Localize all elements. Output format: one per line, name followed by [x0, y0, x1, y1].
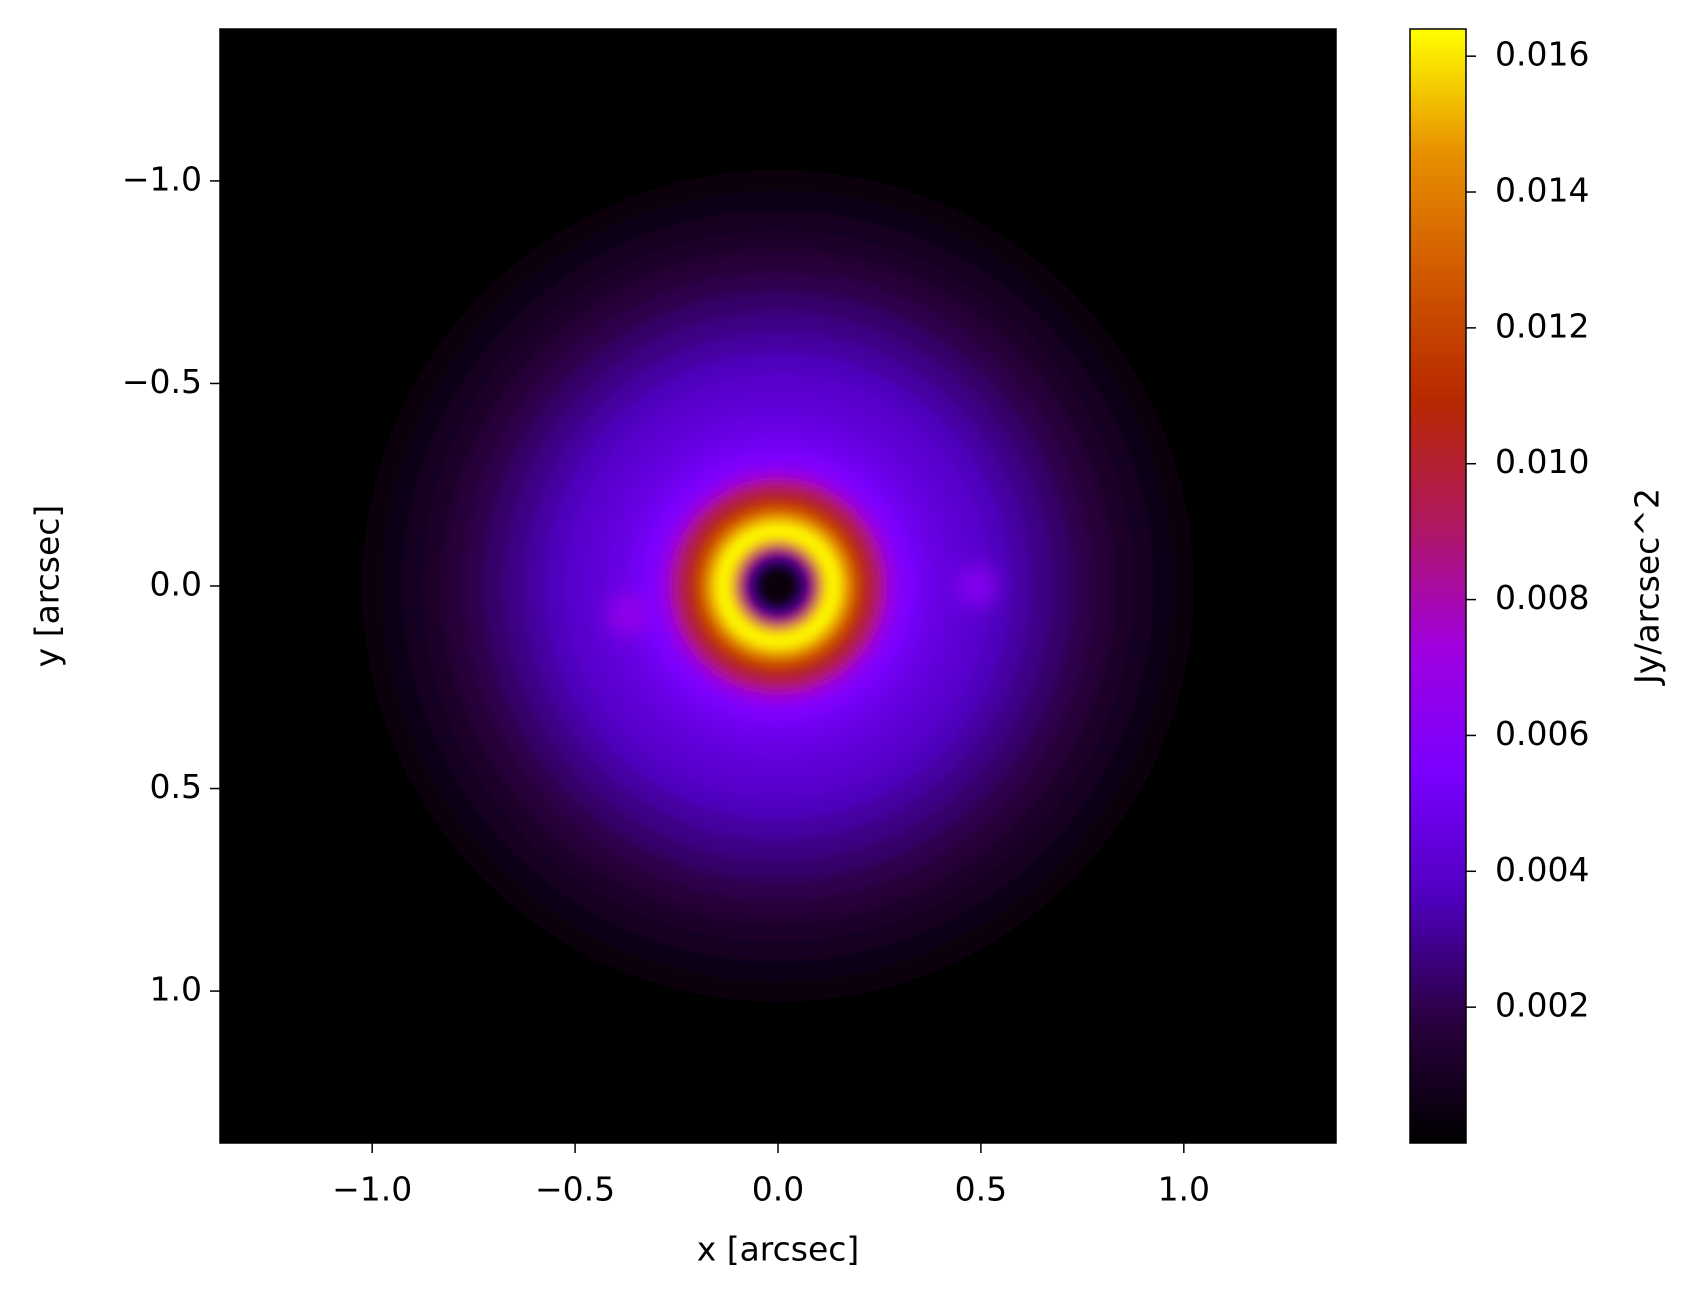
y-tick-label: 1.0	[150, 970, 202, 1009]
colorbar-tick-label: 0.006	[1495, 714, 1589, 753]
x-tick-label: −0.5	[535, 1170, 615, 1209]
sources	[605, 564, 999, 637]
y-tick-label: −0.5	[122, 362, 202, 401]
colorbar-tick-label: 0.002	[1495, 986, 1589, 1025]
image	[343, 151, 1213, 1021]
point-source	[605, 592, 650, 637]
colorbar-tick-label: 0.016	[1495, 35, 1589, 74]
y-tick-label: 0.0	[150, 565, 202, 604]
x-axis-title: x [arcsec]	[697, 1230, 860, 1269]
colorbar-title: Jy/arcsec^2	[1628, 488, 1667, 686]
colorbar-tick-label: 0.010	[1495, 442, 1589, 481]
colorbar-tick-label: 0.008	[1495, 578, 1589, 617]
x-tick-label: 0.0	[752, 1170, 804, 1209]
x-tick-label: −1.0	[332, 1170, 412, 1209]
colorbar	[1409, 28, 1467, 1144]
x-tick-label: 1.0	[1158, 1170, 1210, 1209]
point-source	[954, 564, 999, 608]
rings	[343, 151, 1213, 1021]
colorbar-tick-label: 0.004	[1495, 850, 1589, 889]
y-tick-label: 0.5	[150, 767, 202, 806]
colorbar-tick-label: 0.012	[1495, 306, 1589, 345]
radial-ring	[771, 579, 785, 593]
colorbar-tick-label: 0.014	[1495, 171, 1589, 210]
y-axis-title: y [arcsec]	[28, 505, 67, 668]
y-tick-label: −1.0	[122, 159, 202, 198]
x-tick-label: 0.5	[955, 1170, 1007, 1209]
